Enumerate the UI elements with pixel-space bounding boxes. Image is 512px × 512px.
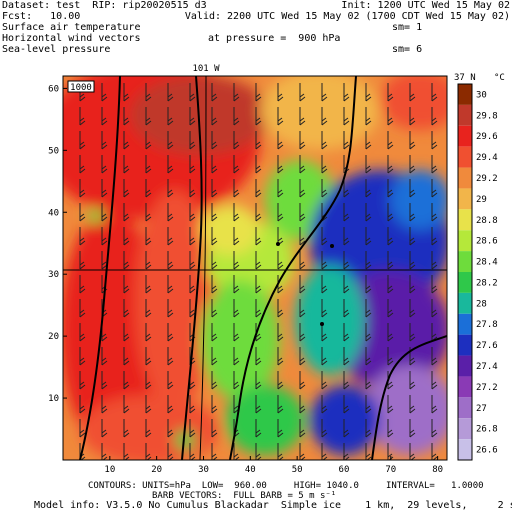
field-1-smoothing: sm= 1	[392, 22, 423, 33]
x-tick-label: 30	[198, 465, 209, 475]
colorbar-label: 30	[476, 90, 487, 100]
colorbar-unit: °C	[494, 73, 505, 83]
colorbar-label: 27.4	[476, 362, 498, 372]
colorbar-swatch	[458, 209, 472, 231]
colorbar-label: 28.8	[476, 216, 498, 226]
colorbar-swatch	[458, 272, 472, 293]
x-tick-label: 10	[104, 465, 115, 475]
axes: 10 20 30 40 50 60 70 80 10 20 30 40 50 60	[48, 84, 443, 475]
low-center-marker	[330, 244, 334, 248]
colorbar-label: 28.2	[476, 278, 498, 288]
colorbar-label: 27.8	[476, 320, 498, 330]
x-tick-label: 80	[432, 465, 443, 475]
colorbar-label: 28.4	[476, 258, 498, 268]
colorbar-label: 26.8	[476, 425, 498, 435]
barb-info: BARB VECTORS: FULL BARB = 5 m s⁻¹	[152, 491, 337, 501]
x-tick-label: 70	[385, 465, 396, 475]
x-tick-label: 20	[151, 465, 162, 475]
colorbar-swatch	[458, 84, 472, 105]
colorbar-swatch	[458, 355, 472, 377]
y-tick-label: 60	[48, 84, 59, 94]
x-tick-label: 60	[339, 465, 350, 475]
init-time: Init: 1200 UTC Wed 15 May 02	[341, 0, 510, 11]
colorbar-label: 28.6	[476, 237, 498, 247]
colorbar-swatch	[458, 334, 472, 356]
colorbar-swatch	[458, 418, 472, 440]
isobar-label: 1000	[70, 83, 92, 93]
y-tick-label: 50	[48, 146, 59, 156]
colorbar-swatch	[458, 313, 472, 335]
field-2-name: Horizontal wind vectors	[2, 33, 141, 44]
contour-info: CONTOURS: UNITS=hPa LOW= 960.00 HIGH= 10…	[88, 481, 484, 491]
colorbar-swatch	[458, 397, 472, 419]
valid-time: Valid: 2200 UTC Wed 15 May 02 (1700 CDT …	[184, 11, 510, 22]
y-tick-label: 10	[48, 394, 59, 404]
colorbar-swatch	[458, 125, 472, 147]
y-tick-label: 20	[48, 332, 59, 342]
colorbar-label: 29.4	[476, 153, 498, 163]
x-tick-label: 50	[292, 465, 303, 475]
isobar-label-box	[67, 80, 95, 93]
colorbar-label: 29.6	[476, 132, 498, 142]
pressure-level: at pressure = 900 hPa	[208, 33, 341, 44]
low-center-marker	[276, 242, 280, 246]
colorbar-swatch	[458, 292, 472, 314]
map-border	[62, 75, 448, 461]
y-tick-label: 30	[48, 270, 59, 280]
low-center-marker	[320, 322, 324, 326]
colorbar-label: 26.6	[476, 446, 498, 456]
dataset-label: Dataset: test RIP: rip20020515 d3	[2, 0, 207, 11]
y-tick-label: 40	[48, 208, 59, 218]
forecast-hour: Fcst: 10.00	[2, 11, 81, 22]
model-info: Model info: V3.5.0 No Cumulus Blackadar …	[34, 500, 512, 511]
parallel-label: 37 N	[454, 73, 476, 83]
wind-barbs	[79, 83, 438, 460]
colorbar-label: 27.6	[476, 341, 498, 351]
x-tick-label: 40	[245, 465, 256, 475]
colorbar-swatch	[458, 251, 472, 272]
colorbar-swatch	[458, 104, 472, 126]
field-3-name: Sea-level pressure	[2, 44, 111, 55]
colorbar-swatch	[458, 376, 472, 398]
colorbar-label: 29.2	[476, 174, 498, 184]
colorbar-swatch	[458, 146, 472, 168]
colorbar-swatch	[458, 188, 472, 210]
colorbar-label: 28	[476, 299, 487, 309]
colorbar-label: 29	[476, 195, 487, 205]
colorbar-swatch	[458, 167, 472, 189]
colorbar-label: 27.2	[476, 383, 498, 393]
meridian-line	[199, 75, 207, 461]
colorbar: 30 29.8 29.6 29.4 29.2 29 28.8 28.6 28.4 28.2 28 27…	[457, 73, 505, 461]
colorbar-label: 29.8	[476, 111, 498, 121]
field-1-name: Surface air temperature	[2, 22, 141, 33]
colorbar-label: 27	[476, 404, 487, 414]
field-3-smoothing: sm= 6	[392, 44, 423, 55]
isobars	[79, 76, 447, 460]
meridian-label: 101 W	[192, 64, 220, 74]
colorbar-swatch	[458, 439, 472, 460]
colorbar-swatch	[458, 230, 472, 252]
